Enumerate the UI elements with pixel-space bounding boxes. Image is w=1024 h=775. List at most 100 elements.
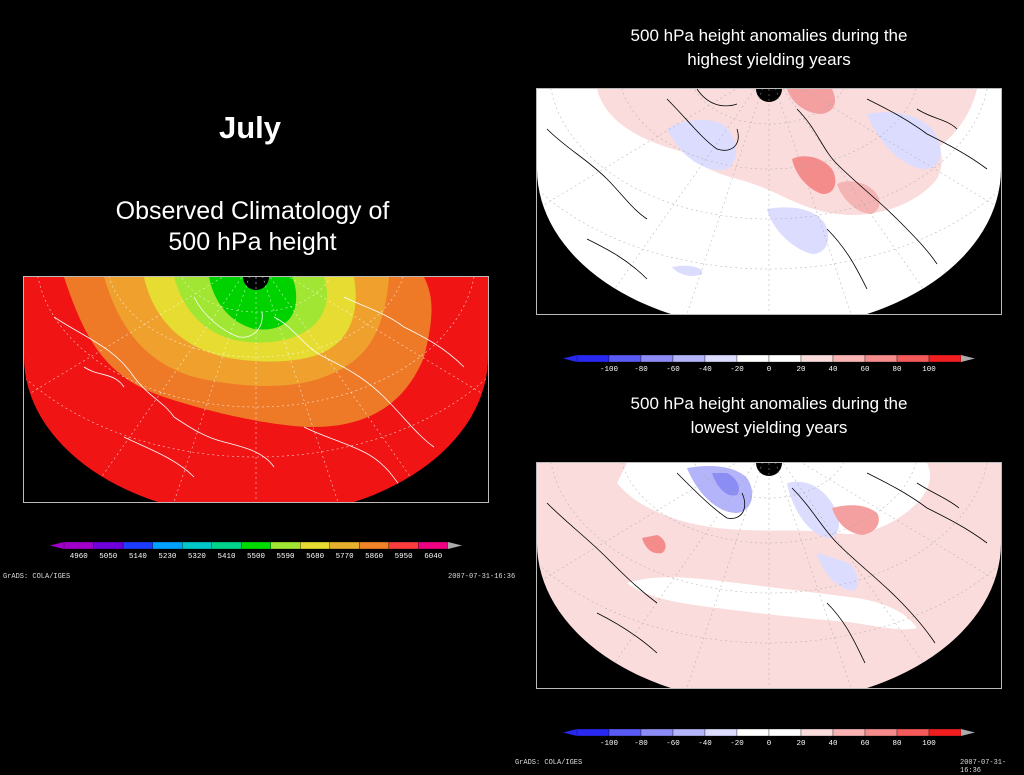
climatology-legend-label: 5950	[395, 553, 414, 561]
climatology-title-line2: 500 hPa height	[168, 228, 337, 256]
high-yield-anomaly-map	[536, 88, 1002, 315]
climatology-legend-swatch	[388, 541, 419, 550]
high-yield-legend-label: 0	[767, 366, 772, 374]
climatology-legend-swatch	[241, 541, 271, 550]
low-yield-anomaly-map-svg	[537, 463, 1001, 688]
low-yield-timestamp: 2007-07-31-16:36	[960, 759, 1007, 775]
high-yield-legend-swatch	[640, 354, 674, 363]
high-yield-title-line2: highest yielding years	[687, 50, 851, 69]
high-yield-legend-swatch	[896, 354, 930, 363]
climatology-legend-swatch	[182, 541, 212, 550]
high-yield-legend-label: 40	[828, 366, 838, 374]
low-yield-legend-high-arrow	[961, 729, 975, 736]
high-yield-legend-label: -20	[730, 366, 744, 374]
low-yield-legend-label: -60	[666, 740, 680, 748]
climatology-legend-label: 5230	[158, 553, 177, 561]
climatology-legend-swatch	[93, 541, 124, 550]
low-yield-legend-label: 100	[922, 740, 936, 748]
low-yield-legend-low-arrow	[563, 729, 577, 736]
high-yield-legend-high-arrow	[961, 355, 975, 362]
climatology-legend-label: 6040	[424, 553, 443, 561]
climatology-legend-label: 4960	[70, 553, 89, 561]
climatology-map-svg	[24, 277, 488, 502]
climatology-title: Observed Climatology of 500 hPa height	[70, 196, 435, 258]
high-yield-title-line1: 500 hPa height anomalies during the	[630, 26, 908, 45]
climatology-map	[23, 276, 489, 503]
high-yield-legend-swatch	[800, 354, 834, 363]
climatology-legend-label: 5050	[99, 553, 118, 561]
month-title: July	[218, 110, 282, 145]
climatology-color-legend: 4960 5050 5140 5230 5320 5410 5500 5590 5680 5770…	[50, 541, 462, 561]
low-yield-legend-swatch	[576, 728, 610, 737]
climatology-legend-label: 5590	[277, 553, 296, 561]
low-yield-legend-label: 60	[860, 740, 870, 748]
low-yield-legend-swatch	[640, 728, 674, 737]
high-yield-anomaly-map-svg	[537, 89, 1001, 314]
low-yield-legend-swatch	[864, 728, 898, 737]
low-yield-legend-swatch	[896, 728, 930, 737]
high-yield-legend-label: -100	[600, 366, 619, 374]
climatology-legend-label: 5140	[129, 553, 148, 561]
climatology-legend-label: 5500	[247, 553, 266, 561]
high-yield-legend-low-arrow	[563, 355, 577, 362]
low-yield-legend-label: 80	[892, 740, 902, 748]
climatology-timestamp: 2007-07-31-16:36	[448, 573, 516, 581]
high-yield-legend-swatch	[736, 354, 770, 363]
climatology-legend-label: 5320	[188, 553, 207, 561]
high-yield-legend-label: 100	[922, 366, 936, 374]
low-yield-legend-swatch	[800, 728, 834, 737]
high-yield-color-legend: -100 -80 -60 -40 -20 0 20 40 60 80 100	[563, 354, 975, 374]
climatology-legend-swatch	[329, 541, 360, 550]
high-yield-legend-swatch	[864, 354, 898, 363]
climatology-legend-swatch	[152, 541, 183, 550]
high-yield-legend-swatch	[608, 354, 642, 363]
climatology-legend-swatch	[359, 541, 390, 550]
low-yield-legend-label: 40	[828, 740, 838, 748]
high-yield-title: 500 hPa height anomalies during the high…	[588, 24, 950, 72]
low-yield-legend-label: -40	[698, 740, 712, 748]
high-yield-legend-swatch	[576, 354, 610, 363]
low-yield-anomaly-map	[536, 462, 1002, 689]
low-yield-legend-swatch	[672, 728, 706, 737]
low-yield-title: 500 hPa height anomalies during the lowe…	[588, 392, 950, 440]
high-yield-legend-label: -60	[666, 366, 680, 374]
high-yield-legend-label: 20	[796, 366, 806, 374]
low-yield-legend-swatch	[832, 728, 866, 737]
climatology-title-line1: Observed Climatology of	[115, 197, 390, 225]
high-yield-legend-swatch	[704, 354, 738, 363]
low-yield-legend-label: -80	[634, 740, 648, 748]
high-yield-legend-label: 60	[860, 366, 870, 374]
low-yield-legend-swatch	[768, 728, 802, 737]
high-yield-legend-swatch	[832, 354, 866, 363]
low-yield-color-legend: -100 -80 -60 -40 -20 0 20 40 60 80 100	[563, 728, 975, 748]
low-yield-legend-swatch	[928, 728, 962, 737]
climatology-legend-swatch	[122, 541, 153, 550]
low-yield-legend-label: 20	[796, 740, 806, 748]
high-yield-legend-label: -40	[698, 366, 712, 374]
high-yield-legend-label: 80	[892, 366, 902, 374]
climatology-legend-label: 5410	[217, 553, 236, 561]
climatology-legend-swatch	[300, 541, 330, 550]
high-yield-legend-swatch	[672, 354, 706, 363]
low-yield-title-line2: lowest yielding years	[690, 418, 848, 437]
high-yield-legend-swatch	[928, 354, 962, 363]
low-yield-legend-label: -20	[730, 740, 744, 748]
low-yield-software-credit: GrADS: COLA/IGES	[515, 759, 583, 767]
climatology-legend-swatch	[270, 541, 301, 550]
low-yield-legend-label: 0	[767, 740, 772, 748]
low-yield-legend-swatch	[704, 728, 738, 737]
climatology-software-credit: GrADS: COLA/IGES	[3, 573, 71, 581]
climatology-legend-label: 5770	[336, 553, 355, 561]
climatology-legend-high-arrow	[448, 542, 462, 549]
climatology-legend-swatch	[418, 541, 449, 550]
low-yield-title-line1: 500 hPa height anomalies during the	[630, 394, 908, 413]
low-yield-legend-swatch	[608, 728, 642, 737]
climatology-legend-swatch	[63, 541, 94, 550]
low-yield-legend-label: -100	[600, 740, 619, 748]
climatology-legend-swatch	[211, 541, 242, 550]
low-yield-legend-swatch	[736, 728, 770, 737]
high-yield-legend-label: -80	[634, 366, 648, 374]
climatology-legend-label: 5680	[306, 553, 325, 561]
high-yield-legend-swatch	[768, 354, 802, 363]
climatology-legend-label: 5860	[365, 553, 384, 561]
